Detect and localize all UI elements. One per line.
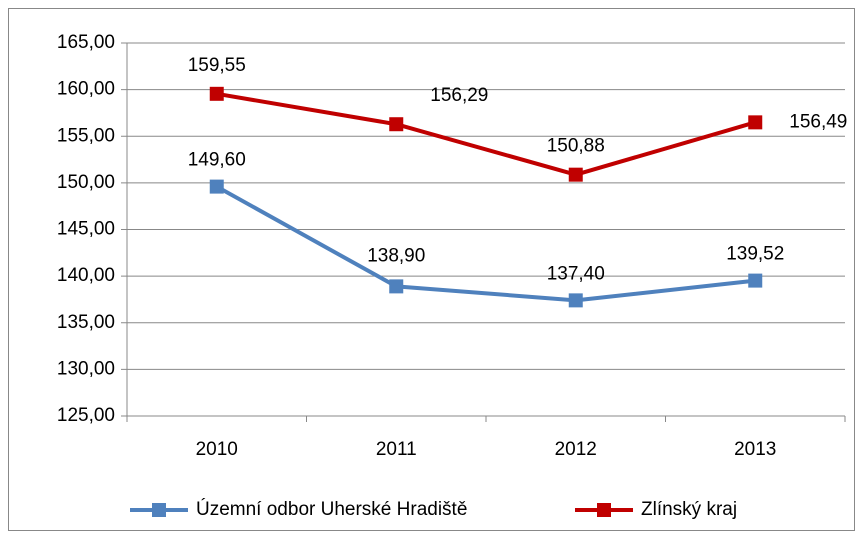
legend-label: Územní odbor Uherské Hradiště: [196, 498, 467, 520]
legend-marker: [152, 503, 166, 517]
y-tick-label: 135,00: [57, 312, 115, 333]
point-marker: [748, 273, 763, 288]
point-marker: [568, 167, 583, 182]
point-marker: [209, 86, 224, 101]
point-marker: [568, 293, 583, 308]
data-label: 159,55: [188, 55, 246, 76]
x-tick-label: 2013: [734, 439, 776, 460]
data-label: 149,60: [188, 150, 246, 171]
x-tick-label: 2010: [196, 439, 238, 460]
legend-marker: [597, 503, 611, 517]
point-marker: [389, 279, 404, 294]
y-tick-label: 160,00: [57, 79, 115, 100]
y-tick-label: 150,00: [57, 172, 115, 193]
data-label: 138,90: [367, 245, 425, 266]
data-label: 137,40: [547, 263, 605, 284]
legend-label: Zlínský kraj: [641, 499, 737, 520]
y-tick-label: 165,00: [57, 32, 115, 53]
point-marker: [748, 115, 763, 130]
chart-border: [8, 8, 855, 531]
point-marker: [389, 117, 404, 132]
y-tick-label: 130,00: [57, 358, 115, 379]
data-label: 139,52: [726, 244, 784, 265]
data-label: 156,49: [789, 111, 847, 132]
series-line: [216, 91, 756, 177]
data-label: 156,29: [430, 85, 488, 106]
point-marker: [209, 179, 224, 194]
x-tick-label: 2012: [555, 439, 597, 460]
y-tick-label: 145,00: [57, 219, 115, 240]
y-tick-label: 125,00: [57, 405, 115, 426]
series-line: [215, 184, 756, 303]
data-label: 150,88: [547, 136, 605, 157]
y-tick-label: 155,00: [57, 125, 115, 146]
x-tick-label: 2011: [376, 439, 417, 460]
y-tick-label: 140,00: [57, 265, 115, 286]
